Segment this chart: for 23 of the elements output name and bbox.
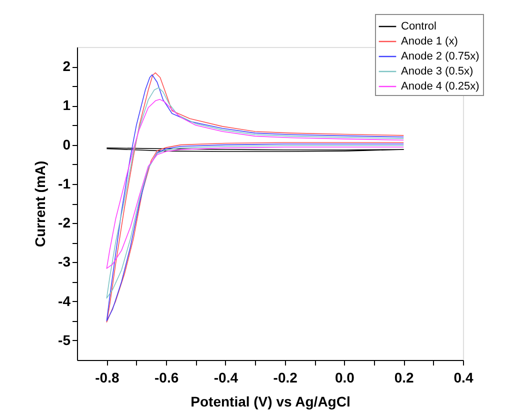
x-tick-label: -0.8 [95, 370, 120, 386]
y-tick-label: -5 [58, 332, 71, 348]
y-tick-label: -3 [58, 254, 71, 270]
y-tick-label: 2 [62, 58, 71, 74]
y-axis-title: Current (mA) [32, 160, 48, 248]
legend-label: Control [401, 20, 436, 32]
y-tick-label: -1 [58, 175, 71, 192]
legend-label: Anode 2 (0.75x) [401, 50, 480, 62]
x-tick-label: -0.4 [214, 370, 238, 386]
y-tick-label: 0 [62, 136, 71, 152]
x-tick-label: -0.6 [154, 370, 179, 386]
x-tick-label: 0.0 [334, 370, 355, 386]
y-tick-label: -2 [58, 214, 71, 231]
y-tick-label: 1 [62, 97, 71, 114]
y-tick-label: -4 [58, 292, 71, 309]
legend-label: Anode 1 (x) [401, 36, 458, 48]
legend-label: Anode 4 (0.25x) [401, 80, 480, 92]
line-series [106, 99, 404, 269]
x-axis-title: Potential (V) vs Ag/AgCl [190, 394, 350, 410]
x-tick-label: -0.2 [273, 370, 298, 386]
x-tick-label: 0.2 [394, 370, 414, 386]
legend-label: Anode 3 (0.5x) [401, 66, 474, 78]
x-tick-label: 0.4 [454, 370, 474, 386]
